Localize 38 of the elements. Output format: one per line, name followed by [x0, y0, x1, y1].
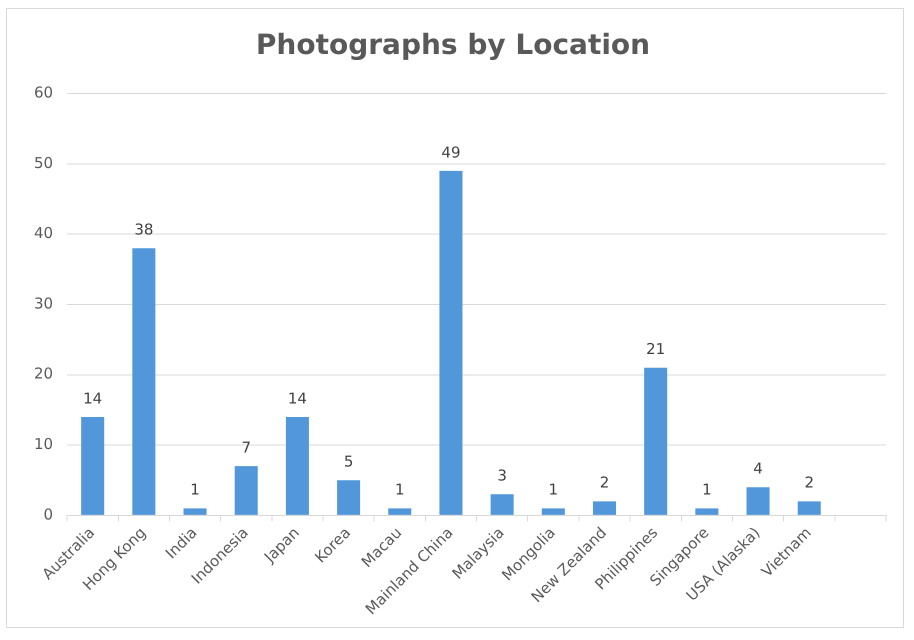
data-label: 14: [83, 389, 102, 408]
y-tick-label: 40: [34, 224, 54, 242]
bar: [798, 501, 821, 515]
data-label: 4: [753, 460, 763, 478]
bar: [695, 508, 718, 515]
y-tick-label: 50: [34, 154, 54, 172]
y-tick-label: 0: [44, 505, 54, 524]
bar: [286, 416, 309, 515]
y-tick-label: 30: [34, 294, 54, 312]
bar: [132, 248, 156, 515]
data-label: 2: [600, 474, 610, 492]
data-label: 14: [288, 389, 307, 408]
data-label: 7: [241, 438, 251, 457]
bar: [644, 368, 668, 515]
bar: [81, 416, 104, 515]
y-tick-label: 60: [34, 83, 54, 102]
data-label: 49: [441, 143, 460, 162]
data-label: 1: [548, 480, 558, 499]
data-label: 2: [804, 474, 814, 492]
data-label: 3: [497, 466, 507, 485]
data-label: 1: [394, 480, 405, 499]
y-tick-label: 20: [34, 364, 54, 383]
bar: [592, 501, 616, 515]
bar: [388, 508, 412, 515]
data-label: 21: [646, 340, 666, 358]
bar: [439, 170, 462, 515]
data-label: 1: [190, 480, 200, 499]
bar: [746, 487, 770, 515]
data-label: 5: [344, 452, 354, 471]
bar: [490, 494, 514, 515]
bar: [234, 466, 258, 515]
bar: [542, 508, 565, 515]
chart-title: Photographs by Location: [256, 28, 650, 62]
y-tick-label: 10: [34, 434, 54, 453]
data-label: 1: [702, 480, 712, 499]
data-label: 38: [134, 220, 154, 239]
bar: [184, 508, 207, 515]
bar: [337, 480, 360, 515]
